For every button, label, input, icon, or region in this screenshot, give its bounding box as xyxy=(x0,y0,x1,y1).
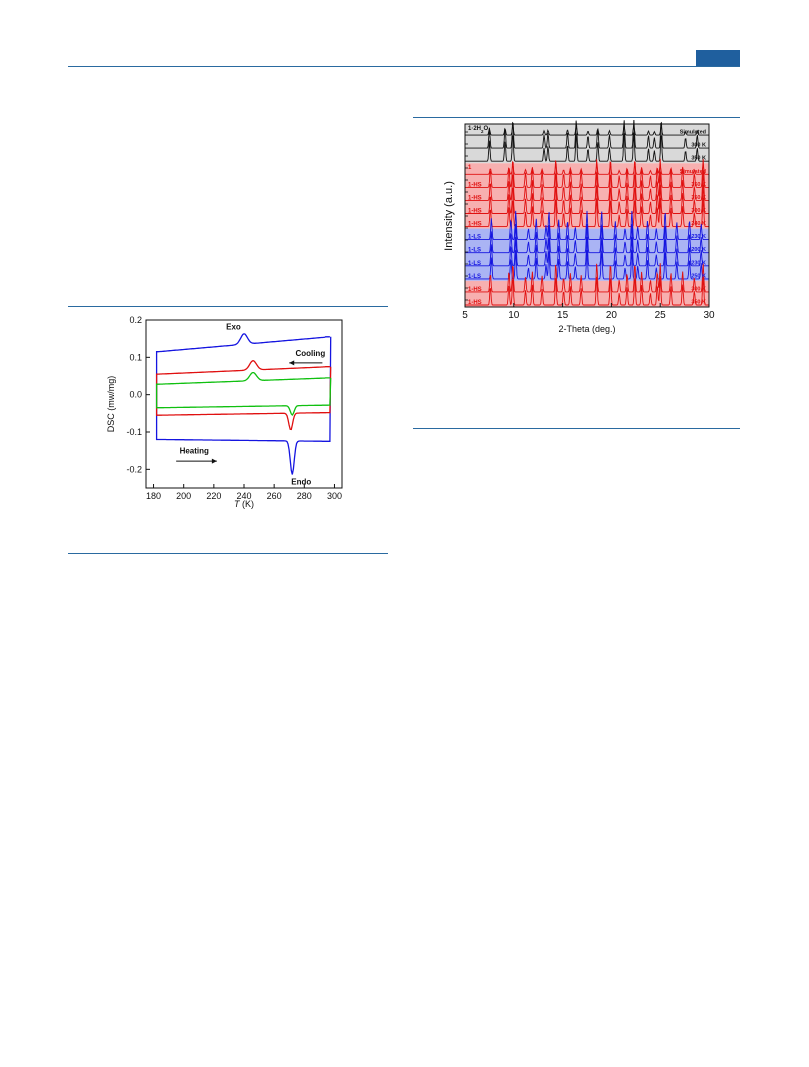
pxrd-pattern-line xyxy=(465,158,709,188)
pxrd-x-tick-label: 25 xyxy=(655,310,667,321)
pxrd-x-tick-label: 15 xyxy=(557,310,569,321)
dsc-y-tick-label: -0.2 xyxy=(126,464,142,474)
pxrd-chart: Simulated 300 K 350 K Simulated 1-HS 350 K 1-H… xyxy=(443,119,715,334)
pxrd-row-temp: Simulated xyxy=(680,169,706,175)
pxrd-row-temp: 240 K xyxy=(691,221,706,227)
pxrd-row-temp: 350 K xyxy=(691,300,706,306)
pxrd-row-label: 1-HS xyxy=(468,287,482,293)
pxrd-row-label: 1-LS xyxy=(468,274,481,280)
pxrd-row-temp: 250 K xyxy=(691,273,706,279)
pxrd-figure-top-rule xyxy=(413,117,740,118)
dsc-figure-bottom-rule xyxy=(68,553,388,554)
dsc-x-axis-label-unit: (K) xyxy=(240,499,255,509)
pxrd-figure: Simulated 300 K 350 K Simulated 1-HS 350 K 1-H… xyxy=(440,119,720,338)
pxrd-row-temp: 200 K xyxy=(691,247,706,253)
dsc-series-line xyxy=(155,333,332,475)
pxrd-figure-bottom-rule xyxy=(413,428,740,429)
pxrd-row-temp: 230 K xyxy=(691,260,706,266)
pxrd-traces xyxy=(465,119,709,306)
dsc-x-axis-label: T (K) xyxy=(234,499,254,509)
dsc-x-tick-label: 240 xyxy=(236,491,251,501)
dsc-endo-label: Endo xyxy=(291,477,311,486)
dsc-x-axis-label-var: T xyxy=(234,499,241,509)
dsc-annotations: Exo Endo Cooling Heating xyxy=(176,322,325,486)
pxrd-row-temp: 350 K xyxy=(691,182,706,188)
dsc-x-tick-label: 200 xyxy=(176,491,191,501)
pxrd-x-axis-label: 2-Theta (deg.) xyxy=(558,324,615,334)
dsc-y-tick-label: 0.2 xyxy=(129,315,142,325)
pxrd-row-temp: Simulated xyxy=(680,130,706,136)
dsc-y-tick-label: -0.1 xyxy=(126,427,142,437)
pxrd-group-panel xyxy=(465,280,709,307)
dsc-y-axis-label: DSC (mw/mg) xyxy=(106,376,116,433)
dsc-heating-label: Heating xyxy=(180,447,209,456)
pxrd-group-title: 1 xyxy=(468,165,472,171)
pxrd-row-temp: 300 K xyxy=(691,286,706,292)
pxrd-x-tick-label: 20 xyxy=(606,310,618,321)
pxrd-row-label: 1-HS xyxy=(468,209,482,215)
pxrd-pattern-line xyxy=(465,236,709,267)
pxrd-group-title: 1·2H2O xyxy=(468,126,489,134)
pxrd-pattern-line xyxy=(465,250,709,280)
dsc-plot-frame xyxy=(145,319,343,489)
dsc-cooling-arrowhead xyxy=(289,360,295,366)
dsc-x-tick-label: 180 xyxy=(146,491,161,501)
dsc-chart: 180 200 220 240 260 280 300 -0.2 -0.1 0.0 0.1 0.2 E… xyxy=(106,315,343,509)
pxrd-row-temp: 350 K xyxy=(691,195,706,201)
pxrd-row-label: 1-HS xyxy=(468,182,482,188)
pxrd-pattern-line xyxy=(465,119,709,149)
dsc-x-tick-label: 300 xyxy=(327,491,342,501)
pxrd-pattern-line xyxy=(465,210,709,241)
dsc-exo-label: Exo xyxy=(226,322,241,331)
dsc-y-tick-label: 0.0 xyxy=(129,390,142,400)
pxrd-row-temp: 350 K xyxy=(691,156,706,162)
header-rule xyxy=(68,66,740,67)
dsc-series-line xyxy=(155,371,332,417)
dsc-heating-arrowhead xyxy=(211,458,217,464)
pxrd-row-label: 1-HS xyxy=(468,222,482,228)
pxrd-pattern-line xyxy=(465,164,709,175)
dsc-x-tick-label: 220 xyxy=(206,491,221,501)
pxrd-row-temp: 300 K xyxy=(691,208,706,214)
dsc-cooling-label: Cooling xyxy=(295,349,325,358)
pxrd-y-axis-label: Intensity (a.u.) xyxy=(443,181,455,251)
dsc-series-line xyxy=(155,360,332,431)
pxrd-row-label: 1-HS xyxy=(468,195,482,201)
pxrd-row-temp: 300 K xyxy=(691,143,706,149)
pxrd-x-tick-label: 30 xyxy=(703,310,715,321)
pxrd-row-label: 1-LS xyxy=(468,248,481,254)
pxrd-pattern-line xyxy=(465,132,709,163)
pxrd-row-temp: 230 K xyxy=(691,234,706,240)
pxrd-plot-frame xyxy=(464,123,710,308)
dsc-ticks: 180 200 220 240 260 280 300 -0.2 -0.1 0.0 0.1 0.2 xyxy=(126,315,341,501)
pxrd-pattern-line xyxy=(465,223,709,254)
pxrd-pattern-line xyxy=(465,276,709,306)
dsc-figure: 180 200 220 240 260 280 300 -0.2 -0.1 0.0 0.1 0.2 E… xyxy=(100,310,360,510)
pxrd-x-axis: 5 10 15 20 25 30 xyxy=(462,131,715,321)
dsc-traces xyxy=(155,333,332,475)
header-tab xyxy=(696,50,740,66)
dsc-x-tick-label: 280 xyxy=(297,491,312,501)
dsc-figure-top-rule xyxy=(68,306,388,307)
pxrd-pattern-line xyxy=(465,263,709,293)
pxrd-x-tick-label: 10 xyxy=(508,310,520,321)
pxrd-x-tick-label: 5 xyxy=(462,310,468,321)
pxrd-row-label: 1-LS xyxy=(468,235,481,241)
pxrd-row-label: 1-LS xyxy=(468,261,481,267)
dsc-y-tick-label: 0.1 xyxy=(129,352,142,362)
pxrd-pattern-line xyxy=(465,171,709,201)
pxrd-labels: Simulated 300 K 350 K Simulated 1-HS 350 K 1-H… xyxy=(468,126,706,306)
dsc-x-tick-label: 260 xyxy=(267,491,282,501)
pxrd-row-label: 1-HS xyxy=(468,300,482,306)
